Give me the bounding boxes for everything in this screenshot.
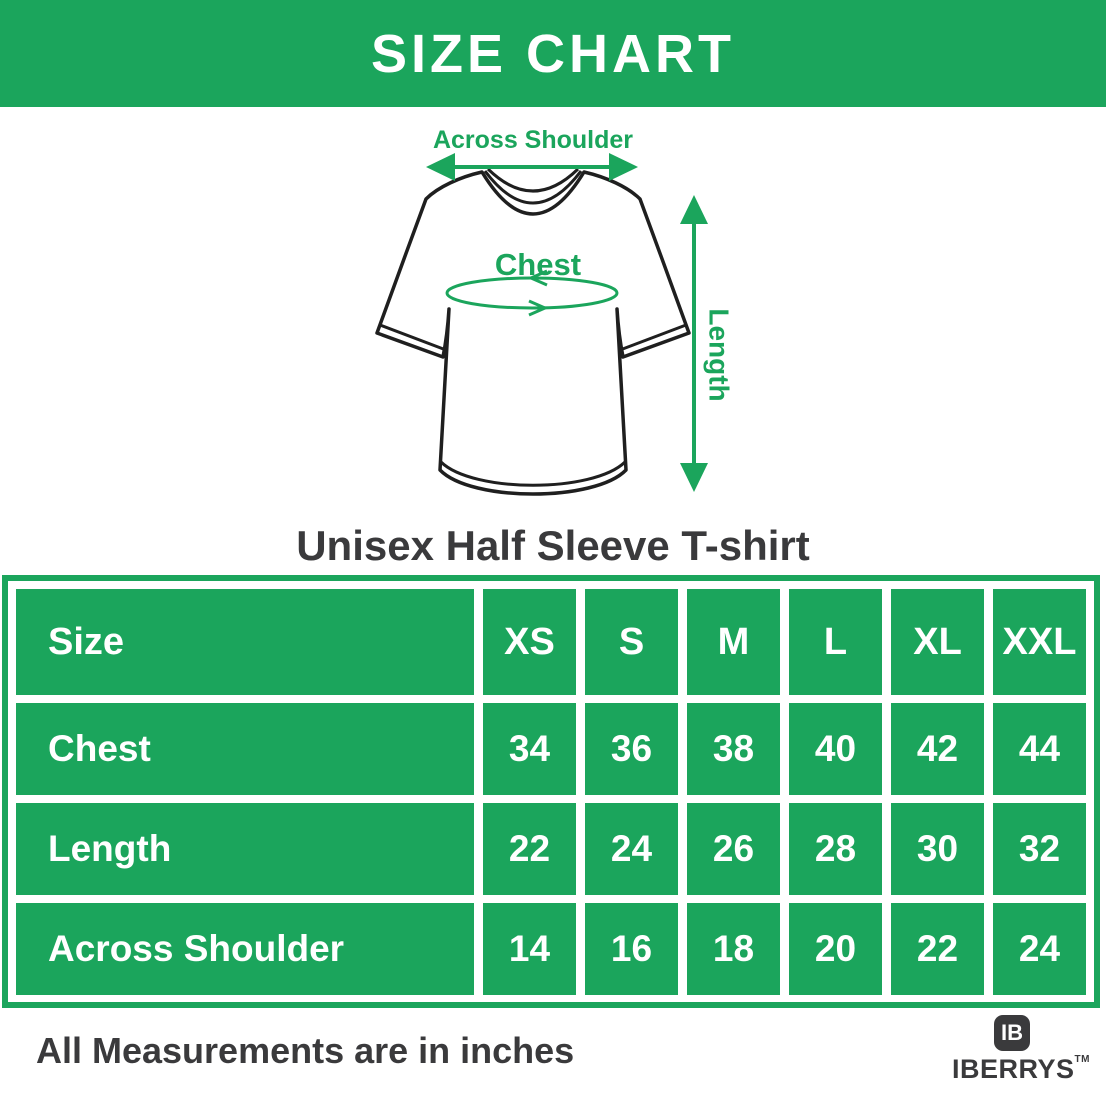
chest-value-xs: 34	[483, 703, 576, 795]
length-value-xxl: 32	[993, 803, 1086, 895]
size-header-xl: XL	[891, 589, 984, 695]
size-header-xxl: XXL	[993, 589, 1086, 695]
size-header-l: L	[789, 589, 882, 695]
footer: All Measurements are in inches IB IBERRY…	[0, 1008, 1106, 1103]
across-shoulder-row-label: Across Shoulder	[16, 903, 474, 995]
length-value-m: 26	[687, 803, 780, 895]
chest-value-m: 38	[687, 703, 780, 795]
brand-trademark: TM	[1074, 1054, 1090, 1065]
chest-value-l: 40	[789, 703, 882, 795]
brand-logo: IB IBERRYSTM	[952, 1015, 1089, 1085]
brand-name: IBERRYSTM	[952, 1054, 1089, 1085]
brand-badge-icon: IB	[994, 1015, 1030, 1051]
length-arrow-icon	[680, 195, 708, 492]
size-header-m: M	[687, 589, 780, 695]
across-shoulder-value-l: 20	[789, 903, 882, 995]
measurement-units-note: All Measurements are in inches	[36, 1030, 575, 1071]
size-column-header: Size	[16, 589, 474, 695]
chest-value-s: 36	[585, 703, 678, 795]
length-row-label: Length	[16, 803, 474, 895]
chest-value-xxl: 44	[993, 703, 1086, 795]
across-shoulder-value-m: 18	[687, 903, 780, 995]
chest-ellipse-icon	[445, 269, 619, 317]
tshirt-outline-icon	[375, 167, 691, 496]
brand-name-text: IBERRYS	[952, 1054, 1075, 1084]
length-label: Length	[704, 308, 735, 401]
size-chart-banner: SIZE CHART	[0, 0, 1106, 107]
length-value-xl: 30	[891, 803, 984, 895]
product-title: Unisex Half Sleeve T-shirt	[296, 522, 810, 569]
across-shoulder-arrow-icon	[426, 153, 638, 181]
across-shoulder-label: Across Shoulder	[433, 126, 633, 154]
across-shoulder-value-s: 16	[585, 903, 678, 995]
across-shoulder-value-xxl: 24	[993, 903, 1086, 995]
across-shoulder-value-xl: 22	[891, 903, 984, 995]
size-table: Size XS S M L XL XXL Chest 34 36 38 40 4…	[2, 575, 1100, 1008]
length-value-s: 24	[585, 803, 678, 895]
size-header-xs: XS	[483, 589, 576, 695]
chest-value-xl: 42	[891, 703, 984, 795]
length-value-xs: 22	[483, 803, 576, 895]
banner-title: SIZE CHART	[371, 23, 735, 84]
across-shoulder-value-xs: 14	[483, 903, 576, 995]
chest-row-label: Chest	[16, 703, 474, 795]
length-value-l: 28	[789, 803, 882, 895]
tshirt-measurement-diagram: Across Shoulder Chest Length	[0, 107, 1106, 517]
tshirt-diagram-svg: Across Shoulder Chest Length	[375, 126, 735, 496]
size-header-s: S	[585, 589, 678, 695]
